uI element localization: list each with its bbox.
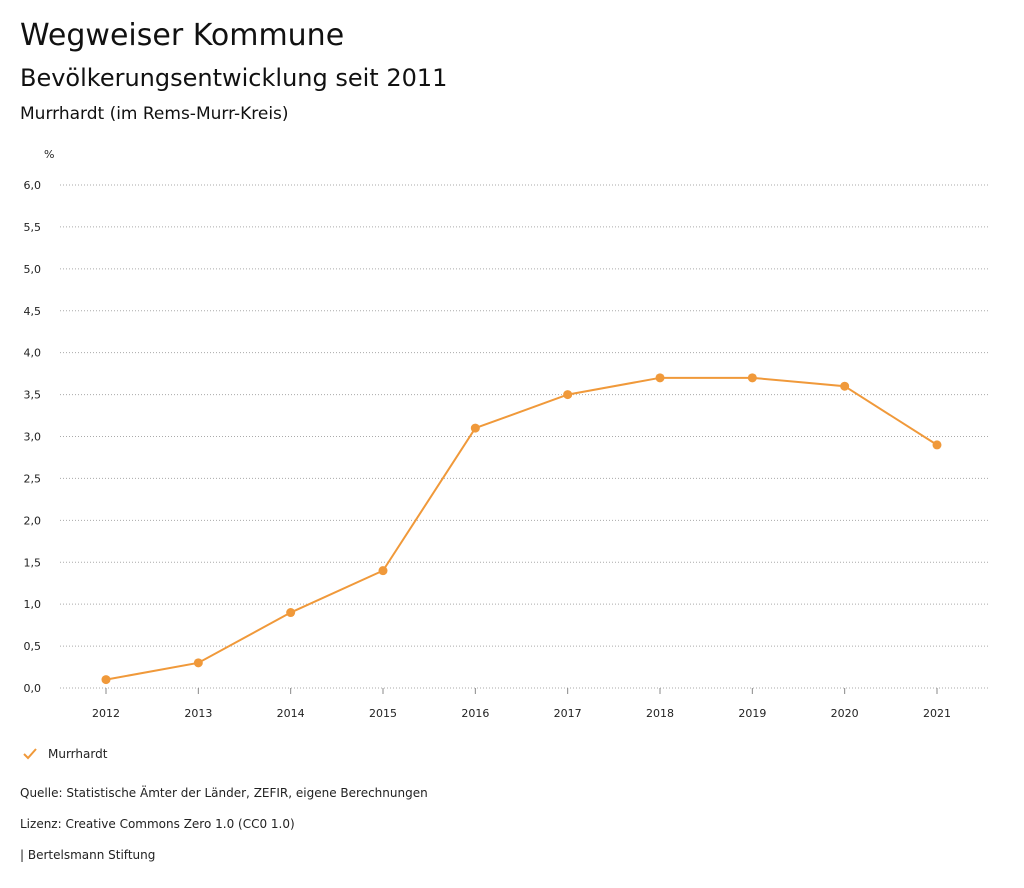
data-point[interactable] — [101, 675, 111, 685]
check-icon[interactable] — [22, 746, 38, 762]
data-point[interactable] — [286, 608, 296, 618]
chart-subtitle: Bevölkerungsentwicklung seit 2011 — [20, 64, 448, 92]
x-tick-label: 2013 — [184, 707, 212, 720]
data-point[interactable] — [932, 440, 942, 450]
y-tick-label: 6,0 — [24, 179, 42, 192]
data-point[interactable] — [193, 658, 203, 668]
x-tick-label: 2014 — [277, 707, 305, 720]
x-tick-label: 2019 — [738, 707, 766, 720]
x-axis: 2012 2013 2014 2015 2016 2017 2018 2019 2020 2021 — [92, 688, 951, 720]
y-tick-label: 4,0 — [24, 347, 42, 360]
series-line — [105, 376, 938, 681]
y-tick-label: 3,0 — [24, 431, 42, 444]
x-tick-label: 2018 — [646, 707, 674, 720]
data-point[interactable] — [470, 423, 480, 433]
y-tick-label: 5,5 — [24, 221, 42, 234]
data-point[interactable] — [563, 390, 573, 400]
x-tick-label: 2016 — [461, 707, 489, 720]
data-point[interactable] — [747, 373, 757, 383]
legend: Murrhardt — [22, 746, 107, 762]
series-layer — [101, 373, 942, 685]
y-tick-label: 1,0 — [24, 598, 42, 611]
line-chart: 0,00,51,01,52,02,53,03,54,04,55,05,56,0 … — [24, 148, 990, 720]
x-tick-label: 2017 — [554, 707, 582, 720]
y-axis-ticks: 0,0 0,5 1,0 1,5 2,0 2,5 3,0 3,5 4,0 4,5 5,0 5,5 6,0 — [24, 179, 42, 695]
data-point[interactable] — [378, 566, 388, 576]
x-tick-label: 2021 — [923, 707, 951, 720]
x-tick-label: 2012 — [92, 707, 120, 720]
y-tick-label: 3,5 — [24, 389, 42, 402]
y-axis-unit: % — [44, 148, 54, 161]
y-tick-label: 0,0 — [24, 682, 42, 695]
y-tick-label: 2,5 — [24, 472, 42, 485]
region-label: Murrhardt (im Rems-Murr-Kreis) — [20, 104, 289, 124]
source-note: Quelle: Statistische Ämter der Länder, Z… — [20, 786, 428, 800]
data-point[interactable] — [840, 381, 850, 391]
y-tick-label: 5,0 — [24, 263, 42, 276]
license-note: Lizenz: Creative Commons Zero 1.0 (CC0 1… — [20, 817, 295, 831]
grid-lines — [60, 184, 990, 689]
data-point[interactable] — [655, 373, 665, 383]
publisher-note: | Bertelsmann Stiftung — [20, 848, 156, 862]
y-tick-label: 4,5 — [24, 305, 42, 318]
x-tick-label: 2020 — [831, 707, 859, 720]
page-title: Wegweiser Kommune — [20, 18, 345, 53]
x-tick-label: 2015 — [369, 707, 397, 720]
y-tick-label: 2,0 — [24, 514, 42, 527]
y-tick-label: 1,5 — [24, 556, 42, 569]
legend-label[interactable]: Murrhardt — [48, 747, 108, 761]
y-tick-label: 0,5 — [24, 640, 42, 653]
